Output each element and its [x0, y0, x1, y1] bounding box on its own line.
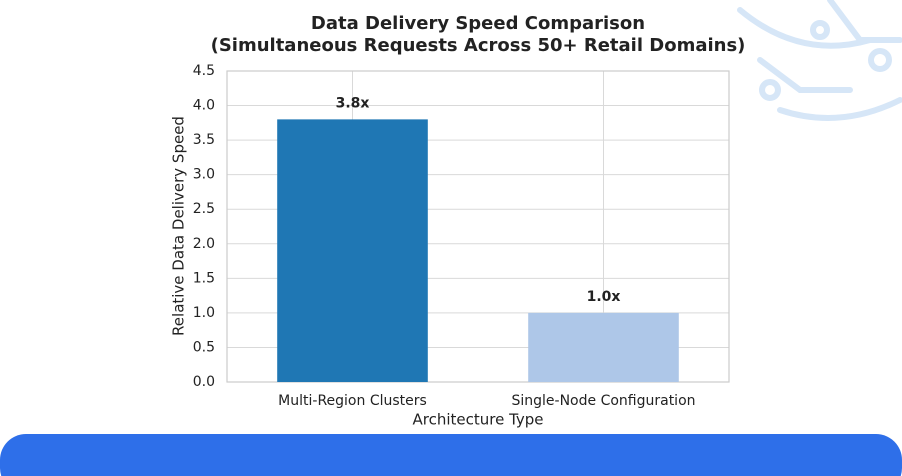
footer-band — [0, 434, 902, 476]
y-tick-label: 4.5 — [193, 63, 215, 79]
y-tick-label: 1.0 — [193, 305, 215, 321]
y-tick-label: 0.0 — [193, 374, 215, 390]
y-tick-label: 4.0 — [193, 98, 215, 114]
plot-frame — [226, 70, 730, 383]
x-axis-label: Architecture Type — [412, 411, 543, 429]
y-tick-label: 3.5 — [193, 132, 215, 148]
decoration — [737, 0, 902, 121]
value-label: 1.0x — [587, 289, 621, 305]
y-axis-label: Relative Data Delivery Speed — [170, 116, 188, 336]
y-tick-label: 2.0 — [193, 236, 215, 252]
bar — [277, 119, 428, 382]
chart-subtitle: (Simultaneous Requests Across 50+ Retail… — [211, 35, 746, 56]
bar — [528, 312, 679, 382]
y-tick-label: 0.5 — [193, 339, 215, 355]
y-tick-label: 2.5 — [193, 201, 215, 217]
y-tick-label: 3.0 — [193, 167, 215, 183]
x-tick-label: Multi-Region Clusters — [278, 393, 427, 409]
y-tick-label: 1.5 — [193, 270, 215, 286]
x-tick-label: Single-Node Configuration — [511, 393, 695, 409]
chart-title: Data Delivery Speed Comparison — [311, 13, 645, 34]
value-label: 3.8x — [336, 95, 370, 111]
